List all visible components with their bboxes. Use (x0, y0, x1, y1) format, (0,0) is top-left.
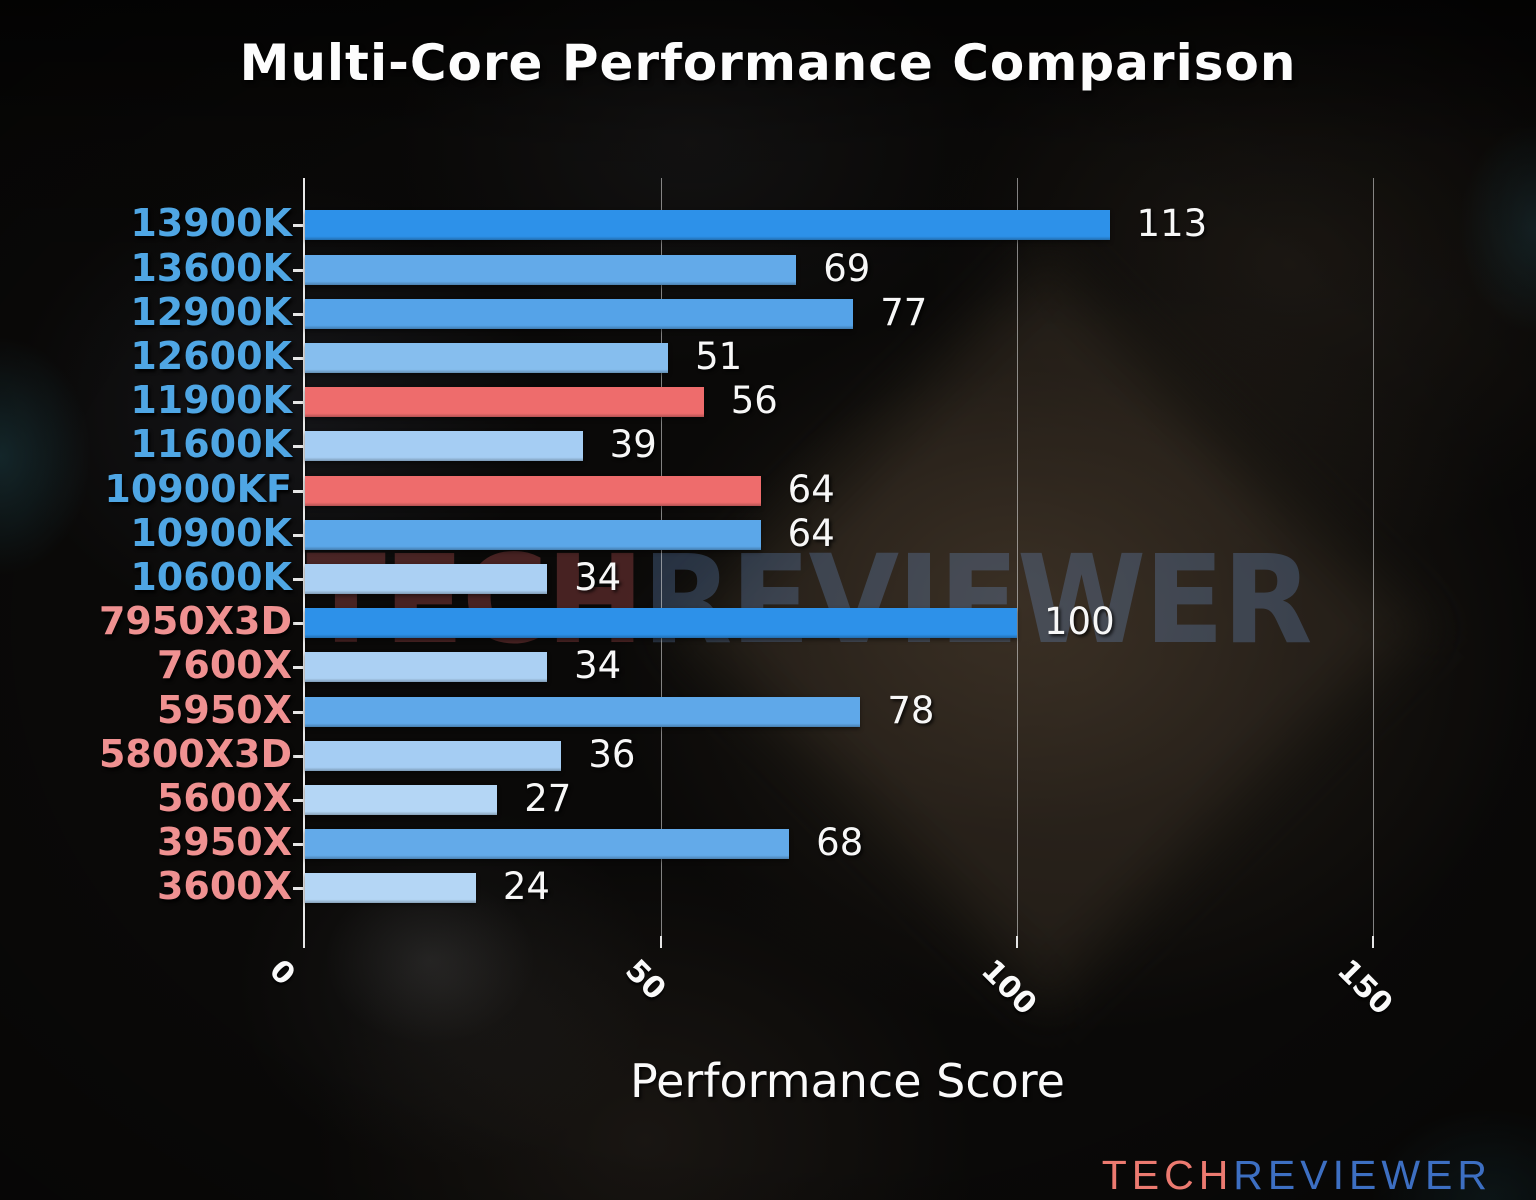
y-tick-12600K (293, 356, 303, 360)
y-tick-5950X (293, 710, 303, 714)
gridline-x100 (1017, 178, 1018, 936)
category-label-5950X: 5950X (156, 687, 292, 732)
value-label-12900K: 77 (880, 290, 928, 334)
value-label-3600X: 24 (502, 865, 550, 909)
y-tick-3600X (293, 887, 303, 891)
value-label-11900K: 56 (730, 379, 778, 423)
value-label-10900K: 64 (787, 511, 835, 555)
value-label-5600X: 27 (524, 776, 572, 820)
gridline-x50 (661, 178, 662, 936)
value-label-10900KF: 64 (787, 467, 835, 511)
watermark-tech: TECH (306, 529, 644, 671)
y-tick-7950X3D (293, 622, 303, 626)
y-tick-13600K (293, 268, 303, 272)
x-tick-50 (660, 936, 662, 948)
bar-10600K (305, 563, 548, 594)
bar-7950X3D (305, 608, 1017, 639)
y-tick-5600X (293, 798, 303, 802)
bar-12600K (305, 342, 669, 373)
bar-3950X (305, 829, 790, 860)
bar-13600K (305, 254, 797, 285)
y-tick-5800X3D (293, 754, 303, 758)
bar-5950X (305, 696, 861, 727)
y-tick-12900K (293, 312, 303, 316)
category-label-7950X3D: 7950X3D (98, 599, 292, 644)
category-label-13600K: 13600K (130, 245, 292, 290)
value-label-5800X3D: 36 (588, 732, 636, 776)
value-label-10600K: 34 (574, 555, 622, 599)
bar-11900K (305, 387, 704, 418)
category-label-12600K: 12600K (130, 333, 292, 378)
bar-3600X (305, 873, 476, 904)
category-label-11900K: 11900K (130, 378, 292, 423)
bar-7600X (305, 652, 548, 683)
category-label-12900K: 12900K (130, 289, 292, 334)
category-label-11600K: 11600K (130, 422, 292, 467)
category-label-10600K: 10600K (130, 554, 292, 599)
logo-reviewer: REVIEWER (1233, 1152, 1492, 1198)
watermark-reviewer: REVIEWER (642, 529, 1312, 671)
techreviewer-logo: TECHREVIEWER (1102, 1152, 1492, 1199)
category-label-3600X: 3600X (156, 864, 292, 909)
bar-5800X3D (305, 740, 562, 771)
x-tick-0 (303, 936, 305, 948)
value-label-12600K: 51 (695, 334, 743, 378)
y-tick-7600X (293, 666, 303, 670)
value-label-13600K: 69 (823, 246, 871, 290)
category-label-5800X3D: 5800X3D (98, 731, 292, 776)
value-label-7950X3D: 100 (1044, 600, 1115, 644)
category-label-3950X: 3950X (156, 820, 292, 865)
value-label-3950X: 68 (816, 821, 864, 865)
y-tick-11600K (293, 445, 303, 449)
bar-12900K (305, 298, 854, 329)
bar-10900KF (305, 475, 761, 506)
y-tick-13900K (293, 224, 303, 228)
value-label-7600X: 34 (574, 644, 622, 688)
category-label-5600X: 5600X (156, 775, 292, 820)
category-label-13900K: 13900K (130, 201, 292, 246)
watermark: TECHREVIEWER (306, 539, 1313, 667)
y-tick-10600K (293, 577, 303, 581)
y-tick-3950X (293, 843, 303, 847)
value-label-5950X: 78 (887, 688, 935, 732)
y-tick-10900KF (293, 489, 303, 493)
gridline-x150 (1373, 178, 1374, 936)
value-label-13900K: 113 (1136, 202, 1208, 246)
y-axis-line (303, 178, 305, 936)
bar-13900K (305, 210, 1110, 241)
y-tick-10900K (293, 533, 303, 537)
bar-10900K (305, 519, 761, 550)
bar-11600K (305, 431, 583, 462)
logo-tech: TECH (1101, 1152, 1234, 1198)
category-label-10900KF: 10900KF (104, 466, 292, 511)
bar-5600X (305, 784, 498, 815)
category-label-10900K: 10900K (130, 510, 292, 555)
chart-title: Multi-Core Performance Comparison (239, 34, 1297, 92)
x-tick-150 (1372, 936, 1374, 948)
x-tick-100 (1016, 936, 1018, 948)
x-axis-label: Performance Score (630, 1054, 1065, 1108)
y-tick-11900K (293, 401, 303, 405)
category-label-7600X: 7600X (156, 643, 292, 688)
value-label-11600K: 39 (609, 423, 657, 467)
